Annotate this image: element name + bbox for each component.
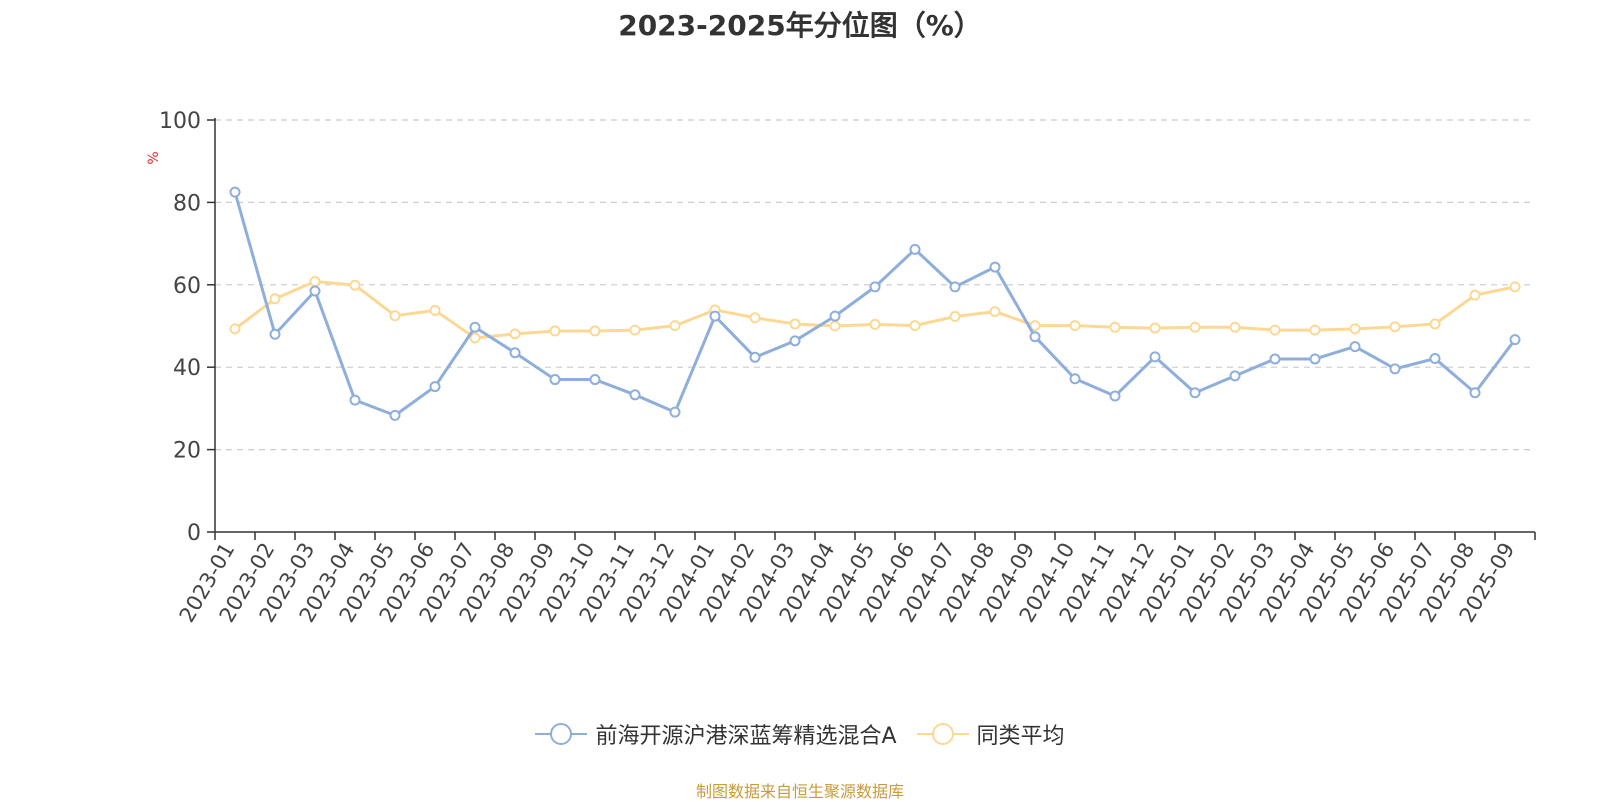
y-tick-label-40: 40 [173,356,201,381]
data-point-0-2024-11[interactable] [1109,390,1121,402]
y-axis-label: % [146,151,162,164]
data-point-0-2025-09[interactable] [1509,334,1521,346]
data-point-0-2023-12[interactable] [669,406,681,418]
data-point-0-2025-05[interactable] [1349,341,1361,353]
data-point-0-2025-04[interactable] [1309,353,1321,365]
data-point-0-2023-01[interactable] [229,186,241,198]
data-point-1-2023-04[interactable] [349,279,361,291]
data-source-note: 制图数据来自恒生聚源数据库 [695,782,904,801]
data-point-0-2024-09[interactable] [1029,331,1041,343]
data-point-0-2023-03[interactable] [309,285,321,297]
series-0 [229,186,1521,421]
data-point-0-2023-02[interactable] [269,328,281,340]
data-point-1-2025-07[interactable] [1429,318,1441,330]
y-tick-label-60: 60 [173,274,201,299]
data-point-0-2023-08[interactable] [509,347,521,359]
series-line-0 [233,191,1517,417]
data-point-1-2024-05[interactable] [869,318,881,330]
data-point-1-2025-09[interactable] [1509,281,1521,293]
y-tick-label-20: 20 [173,439,201,464]
data-point-1-2024-10[interactable] [1069,320,1081,332]
data-point-1-2024-06[interactable] [909,320,921,332]
data-point-1-2023-01[interactable] [229,323,241,335]
data-point-0-2025-03[interactable] [1269,353,1281,365]
data-point-1-2023-05[interactable] [389,310,401,322]
data-point-0-2024-06[interactable] [909,243,921,255]
data-point-1-2023-02[interactable] [269,293,281,305]
chart-title: 2023-2025年分位图（%） [618,9,982,42]
data-point-1-2024-04[interactable] [829,320,841,332]
y-tick-labels: 0 20 40 60 80 100 [159,109,201,546]
axes [207,118,1536,540]
data-point-1-2023-03[interactable] [309,276,321,288]
data-point-0-2025-02[interactable] [1229,370,1241,382]
data-point-0-2024-05[interactable] [869,281,881,293]
data-point-0-2024-12[interactable] [1149,351,1161,363]
data-point-1-2024-02[interactable] [749,312,761,324]
data-point-0-2025-08[interactable] [1469,387,1481,399]
data-point-1-2024-12[interactable] [1149,322,1161,334]
data-point-0-2024-08[interactable] [989,261,1001,273]
series-group [229,186,1521,421]
legend-item-average[interactable]: 同类平均 [916,718,1065,750]
data-point-1-2024-03[interactable] [789,318,801,330]
data-point-0-2024-04[interactable] [829,310,841,322]
data-point-1-2025-08[interactable] [1469,289,1481,301]
data-point-1-2023-06[interactable] [429,304,441,316]
x-tick-labels: 2023-012023-022023-032023-042023-052023-… [175,539,1520,627]
data-point-1-2025-06[interactable] [1389,321,1401,333]
data-point-1-2025-04[interactable] [1309,324,1321,336]
data-point-0-2023-10[interactable] [589,374,601,386]
data-point-0-2024-03[interactable] [789,335,801,347]
data-point-1-2025-03[interactable] [1269,324,1281,336]
data-point-0-2024-10[interactable] [1069,373,1081,385]
y-tick-label-0: 0 [187,521,201,546]
data-point-1-2024-09[interactable] [1029,320,1041,332]
data-point-1-2023-08[interactable] [509,328,521,340]
data-point-1-2024-07[interactable] [949,311,961,323]
legend-item-fund[interactable]: 前海开源沪港深蓝筹精选混合A [535,718,897,750]
data-point-1-2023-12[interactable] [669,320,681,332]
data-point-1-2025-02[interactable] [1229,321,1241,333]
data-point-0-2025-06[interactable] [1389,363,1401,375]
y-tick-label-100: 100 [159,109,201,134]
data-point-0-2025-01[interactable] [1189,387,1201,399]
legend-marker-fund-icon [535,723,588,745]
legend: 前海开源沪港深蓝筹精选混合A 同类平均 [0,718,1600,750]
data-point-1-2024-08[interactable] [989,306,1001,318]
data-point-0-2023-07[interactable] [469,321,481,333]
legend-marker-average-icon [916,723,969,745]
legend-label-fund: 前海开源沪港深蓝筹精选混合A [595,724,897,749]
data-point-0-2023-06[interactable] [429,381,441,393]
data-point-0-2023-05[interactable] [389,409,401,421]
data-point-0-2025-07[interactable] [1429,353,1441,365]
data-point-0-2023-11[interactable] [629,389,641,401]
data-point-1-2023-07[interactable] [469,332,481,344]
data-point-0-2024-07[interactable] [949,281,961,293]
data-point-1-2025-05[interactable] [1349,323,1361,335]
data-point-1-2024-11[interactable] [1109,321,1121,333]
data-point-0-2024-02[interactable] [749,351,761,363]
data-point-1-2025-01[interactable] [1189,321,1201,333]
data-point-1-2023-11[interactable] [629,324,641,336]
y-tick-label-80: 80 [173,191,201,216]
data-point-1-2023-10[interactable] [589,325,601,337]
legend-label-average: 同类平均 [976,724,1065,749]
data-point-0-2024-01[interactable] [709,310,721,322]
data-point-1-2023-09[interactable] [549,325,561,337]
data-point-0-2023-09[interactable] [549,374,561,386]
data-point-0-2023-04[interactable] [349,394,361,406]
